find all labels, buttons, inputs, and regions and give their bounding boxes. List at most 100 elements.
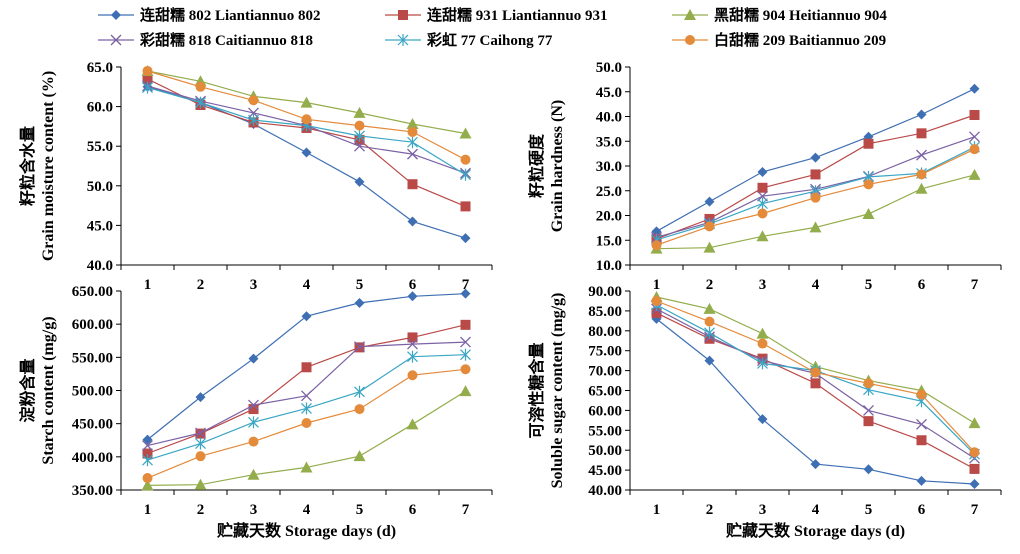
x-tick-label: 5 [356, 502, 364, 518]
x-tick-label: 6 [409, 502, 417, 518]
data-point [407, 148, 418, 160]
data-point [301, 362, 312, 373]
legend-item-4: 彩甜糯 818 Caitiannuo 818 [98, 31, 313, 49]
data-point [704, 355, 715, 366]
data-point [406, 118, 419, 130]
soluble-sugar-panel: 40.00 45.00 50.00 55.00 60.00 65.00 70.00 75.00… [527, 284, 1002, 540]
series-2 [142, 319, 471, 459]
data-point [354, 297, 365, 308]
data-point [916, 475, 927, 486]
legend-label: 黑甜糯 904 Heitiannuo 904 [714, 6, 887, 24]
data-point [142, 440, 153, 452]
legend: 连甜糯 802 Liantiannuo 802 连甜糯 931 Liantiann… [98, 6, 887, 49]
data-point [460, 364, 471, 375]
data-point [863, 378, 874, 389]
data-point [756, 230, 769, 242]
data-point [703, 302, 716, 314]
data-point [248, 353, 259, 364]
y-tick-label: 25.0 [596, 184, 622, 200]
series-line [656, 296, 975, 424]
data-point [248, 95, 259, 106]
x-axis-title: 贮藏天数 Storage days (d) [725, 521, 905, 540]
asterisk-marker-icon [397, 34, 409, 46]
data-point [704, 316, 715, 327]
y-tick-label: 85.00 [588, 304, 622, 320]
data-point [248, 399, 259, 411]
x-tick-label: 6 [918, 277, 926, 293]
legend-label: 连甜糯 931 Liantiannuo 931 [427, 6, 607, 24]
data-point [810, 192, 821, 203]
data-point [407, 338, 418, 350]
y-tick-label: 40.0 [87, 258, 113, 274]
data-point [407, 370, 418, 381]
series-2 [142, 73, 471, 212]
data-point [969, 447, 980, 458]
y-tick-label: 10.0 [596, 258, 622, 274]
x-tick-label: 2 [197, 502, 205, 518]
x-tick-label: 5 [865, 277, 873, 293]
data-point [460, 348, 471, 361]
data-point [968, 417, 981, 429]
data-point [460, 201, 471, 212]
data-point [301, 402, 312, 415]
data-point [195, 81, 206, 92]
data-point [757, 208, 768, 219]
series-1 [651, 313, 980, 490]
data-point [969, 110, 980, 121]
data-point [704, 196, 715, 207]
data-point [195, 451, 206, 462]
y-tick-label: 55.0 [87, 139, 113, 155]
x-tick-label: 3 [759, 502, 767, 518]
y-tick-label: 75.00 [588, 344, 622, 360]
data-point [142, 81, 153, 94]
diamond-marker-icon [111, 10, 121, 20]
data-point [916, 169, 927, 180]
x-tick-label: 4 [812, 502, 820, 518]
x-tick-label: 1 [144, 277, 152, 293]
y-tick-label: 500.00 [72, 384, 113, 400]
x-tick-label: 7 [971, 502, 979, 518]
moisture-panel: 40.0 45.0 50.0 55.0 60.0 65.0 1 2 3 4 5 6 7 籽粒含水量 Grai… [18, 60, 493, 293]
data-point [195, 427, 206, 439]
y-tick-label: 65.0 [87, 60, 113, 76]
series-line [656, 312, 975, 470]
data-point [969, 131, 980, 143]
data-point [354, 129, 365, 142]
data-point [407, 350, 418, 363]
data-point [142, 448, 153, 459]
y-tick-label: 30.0 [596, 159, 622, 175]
data-point [863, 179, 874, 190]
data-point [460, 336, 471, 348]
data-point [969, 463, 980, 474]
legend-item-1: 连甜糯 802 Liantiannuo 802 [98, 6, 320, 24]
x-tick-label: 4 [303, 502, 311, 518]
legend-item-5: 彩虹 77 Caihong 77 [385, 31, 553, 49]
y-tick-label: 450.00 [72, 417, 113, 433]
y-axis-title-en: Soluble sugar content (mg/g) [549, 293, 566, 489]
y-axis-title-en: Starch content (mg/g) [40, 316, 57, 464]
data-point [301, 147, 312, 158]
y-tick-label: 60.00 [588, 403, 622, 419]
data-point [968, 168, 981, 180]
data-point [460, 288, 471, 299]
y-tick-label: 70.00 [588, 364, 622, 380]
data-point [301, 390, 312, 402]
data-point [969, 479, 980, 490]
y-tick-label: 35.0 [596, 134, 622, 150]
y-tick-label: 45.0 [87, 218, 113, 234]
y-tick-label: 45.0 [596, 85, 622, 101]
data-point [406, 418, 419, 430]
data-point [757, 182, 768, 193]
triangle-marker-icon [684, 9, 696, 20]
data-point [301, 418, 312, 429]
data-point [407, 332, 418, 343]
legend-item-2: 连甜糯 931 Liantiannuo 931 [385, 6, 607, 24]
data-point [354, 176, 365, 187]
data-point [863, 464, 874, 475]
y-axis-title-cn: 籽粒硬度 [527, 133, 546, 198]
x-tick-label: 6 [918, 502, 926, 518]
y-tick-label: 50.0 [87, 179, 113, 195]
data-point [142, 454, 153, 467]
series-line [147, 341, 466, 447]
data-point [300, 96, 313, 108]
